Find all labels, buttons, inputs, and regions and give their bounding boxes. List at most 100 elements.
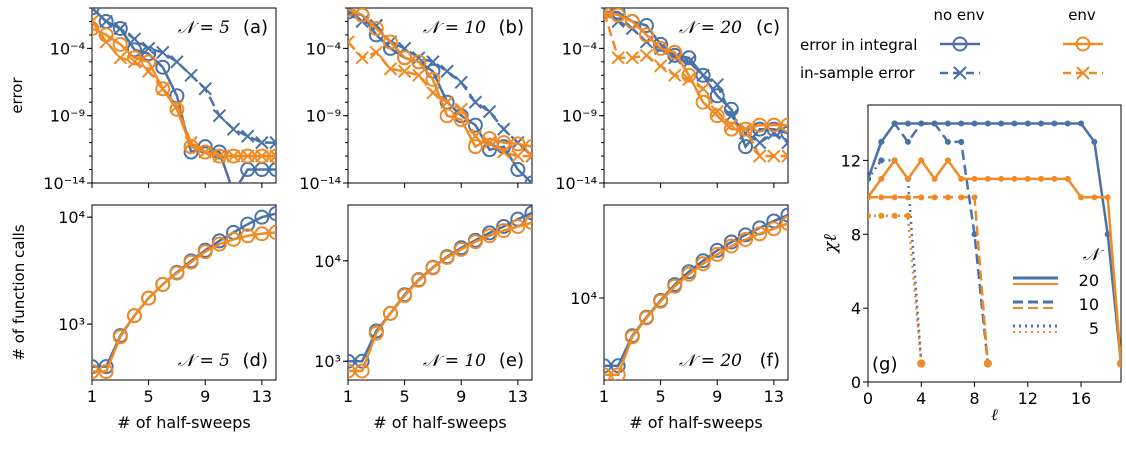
data-point bbox=[170, 99, 184, 113]
series-group bbox=[92, 206, 276, 380]
data-point bbox=[738, 121, 754, 137]
series-group bbox=[868, 120, 1121, 368]
data-point bbox=[269, 135, 276, 150]
data-point bbox=[92, 359, 100, 375]
series-line-no_env_integral bbox=[348, 10, 532, 183]
legend-label: 10 bbox=[1079, 295, 1099, 314]
data-point bbox=[752, 135, 767, 150]
x-tick-label: 1 bbox=[343, 387, 353, 406]
y-axis-label: error bbox=[8, 77, 26, 114]
data-point bbox=[348, 363, 356, 379]
data-point bbox=[212, 149, 227, 163]
data-point bbox=[426, 55, 440, 69]
series-line-env_integral bbox=[348, 8, 532, 149]
data-point bbox=[904, 194, 911, 201]
y-tick-label: 10⁴ bbox=[570, 289, 597, 308]
data-point bbox=[931, 194, 938, 201]
legend-row-sample: in-sample error bbox=[800, 64, 916, 82]
data-point bbox=[468, 129, 483, 143]
y-tick-label: 10⁻⁹ bbox=[306, 107, 341, 126]
series-line-env_integral bbox=[604, 10, 788, 131]
series-line-env_integral bbox=[92, 231, 276, 373]
data-point bbox=[878, 138, 885, 145]
data-point bbox=[931, 120, 938, 127]
y-tick-label: 10⁻⁴ bbox=[50, 39, 85, 58]
data-point bbox=[482, 104, 497, 119]
data-point bbox=[226, 231, 242, 247]
data-point bbox=[496, 145, 511, 159]
data-point bbox=[724, 118, 739, 132]
data-point bbox=[411, 272, 427, 288]
legend-circle-marker bbox=[1075, 36, 1091, 52]
data-point bbox=[1038, 175, 1045, 182]
data-point bbox=[112, 36, 128, 52]
data-point bbox=[453, 241, 469, 257]
data-point bbox=[878, 212, 885, 219]
data-point bbox=[682, 55, 696, 69]
data-point bbox=[354, 363, 370, 379]
data-point bbox=[904, 212, 911, 219]
data-point bbox=[681, 67, 697, 83]
data-point bbox=[169, 101, 185, 117]
data-point bbox=[468, 95, 483, 109]
series-line-env_sample bbox=[604, 11, 788, 158]
data-point bbox=[668, 68, 682, 83]
data-point bbox=[141, 54, 157, 70]
data-point bbox=[269, 149, 276, 163]
data-point bbox=[738, 139, 754, 155]
data-point bbox=[1104, 194, 1111, 201]
n-label: 𝒩 = 5 bbox=[178, 351, 230, 371]
data-point bbox=[397, 64, 412, 78]
x-tick-label: 5 bbox=[144, 387, 154, 406]
data-point bbox=[240, 228, 256, 244]
data-point bbox=[92, 14, 99, 29]
y-tick-label: 10⁻⁴ bbox=[562, 39, 597, 58]
data-point bbox=[944, 138, 951, 145]
data-point bbox=[227, 186, 240, 199]
axes-frame bbox=[347, 7, 533, 184]
series-line-env_integral bbox=[348, 221, 532, 373]
data-point bbox=[1091, 138, 1098, 145]
x-axis-label: # of half-sweeps bbox=[117, 413, 251, 432]
data-point bbox=[780, 117, 788, 133]
data-point bbox=[767, 149, 781, 163]
legend-col-env: env bbox=[1068, 6, 1096, 24]
data-point bbox=[211, 144, 227, 160]
data-point-end bbox=[983, 359, 992, 368]
data-point bbox=[439, 108, 455, 124]
data-point bbox=[156, 82, 170, 96]
data-point bbox=[1038, 120, 1045, 127]
data-point bbox=[197, 244, 213, 260]
legend-x-marker bbox=[1076, 66, 1090, 80]
data-point bbox=[1024, 175, 1031, 182]
data-point bbox=[113, 51, 128, 65]
data-point bbox=[958, 175, 965, 182]
data-point bbox=[868, 194, 871, 201]
data-point bbox=[510, 218, 526, 234]
series-line-env_sample bbox=[92, 20, 276, 158]
data-point bbox=[918, 157, 925, 164]
data-point bbox=[524, 205, 532, 221]
data-point bbox=[695, 67, 711, 83]
data-point bbox=[496, 223, 512, 239]
axes-frame bbox=[603, 7, 789, 184]
data-point bbox=[1011, 120, 1018, 127]
data-point bbox=[212, 108, 227, 123]
data-point bbox=[141, 41, 156, 56]
data-point bbox=[891, 194, 898, 201]
data-point bbox=[268, 162, 276, 178]
data-point bbox=[752, 117, 768, 133]
panel-d: 1 5 9 13 10³ 10⁴ # of half-sweeps # of function… bbox=[10, 204, 277, 432]
data-point bbox=[604, 367, 612, 380]
data-point bbox=[1011, 175, 1018, 182]
data-point bbox=[1051, 120, 1058, 127]
data-point bbox=[653, 40, 669, 56]
data-point bbox=[348, 35, 355, 49]
x-tick-label: 5 bbox=[400, 387, 410, 406]
series-group bbox=[348, 205, 532, 379]
data-point bbox=[891, 120, 898, 127]
y-tick-label: 8 bbox=[851, 225, 861, 244]
y-tick-label: 4 bbox=[851, 299, 861, 318]
data-point bbox=[198, 82, 212, 96]
data-point bbox=[918, 194, 925, 201]
